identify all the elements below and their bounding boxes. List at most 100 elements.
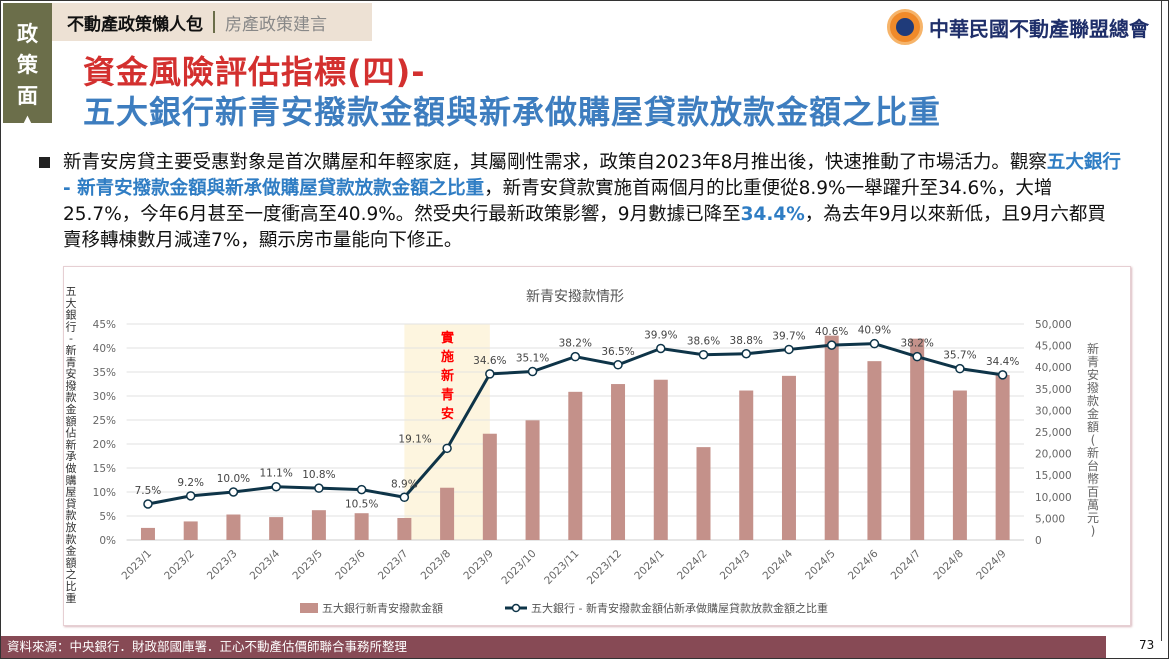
chart-title: 新青安撥款情形 — [526, 289, 624, 305]
right-axis-title-char: 額 — [1087, 420, 1099, 434]
section-tab: 政 策 面 ▲ — [3, 3, 52, 125]
left-axis-tick: 45% — [93, 319, 116, 331]
x-axis-tick: 2024/7 — [889, 548, 924, 583]
bar — [140, 527, 155, 540]
left-axis-title-char: 購 — [66, 473, 77, 487]
x-axis-tick: 2023/6 — [333, 547, 368, 582]
x-axis-tick: 2024/9 — [974, 548, 1009, 583]
left-axis-tick: 35% — [93, 367, 116, 379]
bar — [653, 379, 668, 540]
legend-bar-label: 五大銀行新青安撥款金額 — [322, 601, 443, 615]
data-label: 40.9% — [858, 325, 891, 337]
right-axis-title-char: 台 — [1087, 458, 1099, 473]
data-label: 36.5% — [601, 346, 634, 358]
ratio-point — [784, 344, 794, 355]
right-axis-title-char: 款 — [1087, 394, 1099, 408]
right-axis-title-char: 新 — [1087, 445, 1099, 460]
data-label: 38.8% — [730, 335, 763, 347]
left-axis-title-char: 撥 — [66, 378, 77, 392]
right-axis-tick: 20,000 — [1035, 449, 1072, 461]
bar — [354, 513, 369, 540]
bar — [910, 338, 925, 540]
left-axis-title-char: 金 — [66, 544, 77, 558]
x-axis-tick: 2024/2 — [675, 548, 710, 583]
text: ，為去年9月以來新低，且9月六都買賣移轉棟數月減達7%，顯示房市量能向下修正。 — [63, 204, 1106, 251]
triangle-up-icon: ▲ — [23, 114, 32, 125]
right-axis-title-char: 萬 — [1087, 498, 1099, 512]
right-axis-title-char: 元 — [1087, 511, 1099, 525]
ratio-point — [613, 360, 623, 370]
x-axis-tick: 2023/7 — [376, 548, 411, 583]
ratio-point — [485, 369, 495, 379]
right-axis-title-char: 新 — [1087, 341, 1099, 356]
ratio-point — [314, 483, 324, 493]
left-axis-tick: 40% — [93, 343, 116, 355]
data-label: 10.8% — [302, 469, 335, 481]
right-axis-tick: 40,000 — [1035, 362, 1072, 374]
ratio-point — [570, 351, 581, 362]
left-axis-tick: 15% — [93, 463, 116, 475]
right-axis-tick: 30,000 — [1035, 405, 1072, 417]
ratio-point — [356, 484, 367, 495]
data-label: 8.9% — [391, 478, 418, 490]
left-axis-title-char: 屋 — [66, 486, 77, 499]
ratio-point — [869, 338, 880, 349]
left-axis-title-char: 新 — [66, 343, 77, 357]
bar — [269, 517, 284, 540]
x-axis-tick: 2023/4 — [248, 547, 283, 582]
x-axis-tick: 2024/4 — [760, 547, 795, 582]
legend-bar-swatch — [300, 603, 318, 613]
right-axis-tick: 10,000 — [1035, 492, 1072, 504]
left-axis-title-char: 額 — [66, 556, 77, 569]
right-axis-title-char: 幣 — [1087, 472, 1099, 486]
x-axis-tick: 2023/9 — [461, 548, 496, 583]
bar — [739, 390, 754, 540]
divider — [1161, 1, 1162, 641]
left-axis-title-char: 新 — [66, 437, 77, 451]
bar — [611, 384, 626, 540]
bar — [952, 390, 967, 540]
bar — [824, 335, 839, 540]
left-axis-title-char: 款 — [66, 532, 77, 546]
right-axis-tick: 5,000 — [1035, 513, 1065, 525]
ratio-point — [185, 491, 196, 501]
x-axis-tick: 2024/1 — [632, 548, 667, 583]
data-label: 10.5% — [345, 499, 378, 511]
ratio-point — [271, 481, 281, 492]
logo: 中華民國不動產聯盟總會 — [887, 9, 1149, 45]
category-secondary: 房產政策建言 — [225, 14, 327, 35]
bar — [568, 391, 583, 540]
right-axis-tick: 25,000 — [1035, 427, 1072, 439]
left-axis-title-char: 安 — [66, 367, 77, 381]
legend-line-label: 五大銀行 - 新青安撥款金額佔新承做購屋貸款放款金額之比重 — [531, 601, 828, 615]
bar — [311, 510, 326, 540]
x-axis-tick: 2024/3 — [718, 548, 753, 583]
data-label: 10.0% — [217, 473, 250, 485]
data-label: 7.5% — [135, 485, 162, 497]
data-label: 19.1% — [398, 433, 431, 445]
right-axis-title-char: 百 — [1087, 485, 1099, 499]
divider — [213, 11, 215, 33]
x-axis-tick: 2024/5 — [803, 548, 838, 583]
bar — [525, 420, 540, 540]
x-axis-tick: 2023/11 — [542, 548, 581, 587]
left-axis-title-char: 放 — [66, 520, 77, 534]
ratio-point — [527, 366, 538, 377]
ratio-point — [698, 349, 709, 360]
source-footer: 資料來源：中央銀行．財政部國庫署．正心不動產估價師聯合事務所整理 — [1, 636, 1106, 658]
left-axis-tick: 30% — [93, 391, 116, 403]
right-axis-title-char: 安 — [1087, 367, 1099, 382]
page-subtitle: 五大銀行新青安撥款金額與新承做購屋貸款放款金額之比重 — [83, 93, 942, 131]
right-axis-tick: 0 — [1035, 535, 1042, 547]
data-label: 34.6% — [473, 355, 506, 367]
right-axis-title-char: 撥 — [1087, 380, 1099, 395]
left-axis-title-char: 承 — [66, 450, 77, 463]
left-axis-title-char: 行 — [66, 320, 77, 333]
bar — [781, 375, 796, 540]
ratio-point — [912, 351, 922, 362]
left-axis-title-char: 款 — [66, 390, 77, 404]
page-number: 73 — [1139, 638, 1155, 652]
x-axis-tick: 2023/12 — [585, 548, 624, 587]
ratio-point — [656, 343, 666, 354]
